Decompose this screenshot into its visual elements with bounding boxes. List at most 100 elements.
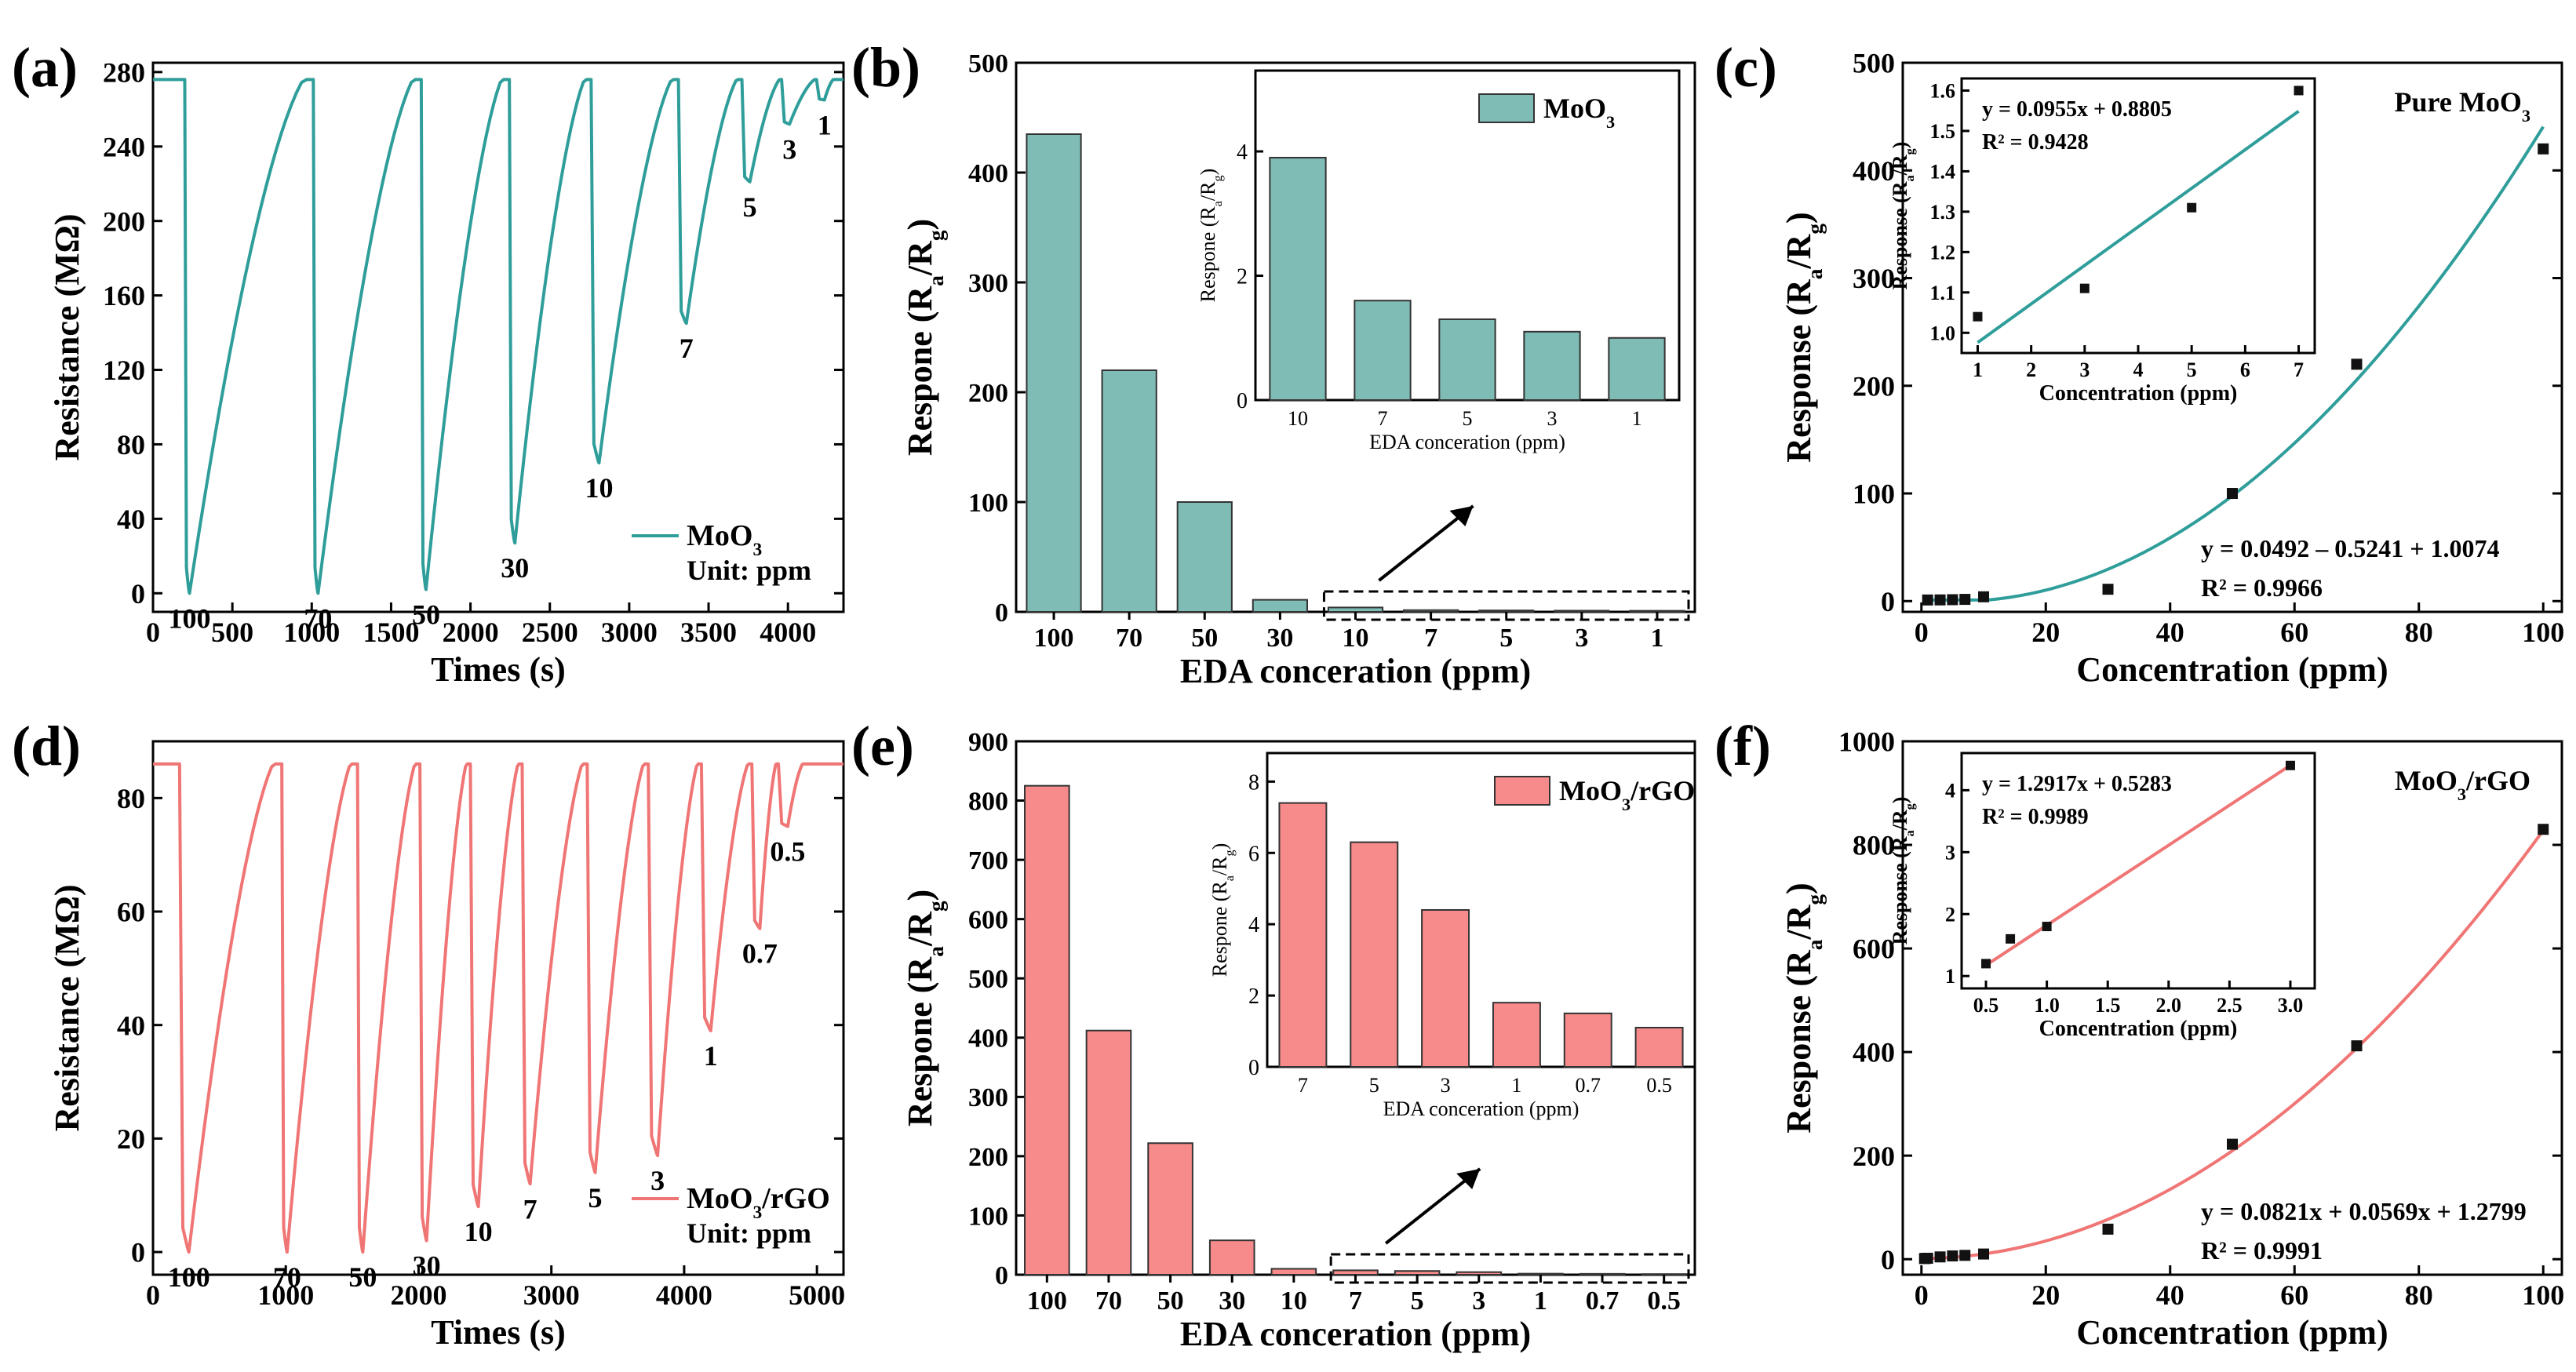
bar — [1208, 1239, 1255, 1276]
x-tick-label: 7 — [1349, 1286, 1362, 1316]
y-tick-label: 400 — [968, 1024, 1008, 1054]
bar — [1176, 501, 1233, 613]
pulse-label: 10 — [465, 1216, 493, 1247]
text-span: /R — [901, 911, 939, 947]
data-point — [1934, 1251, 1946, 1263]
text-span: a — [1223, 875, 1237, 881]
text-span: a — [1904, 175, 1917, 181]
axes-frame — [151, 61, 845, 613]
x-tick-label: 100 — [1027, 1286, 1067, 1316]
inset-x-tick-label: 3 — [2079, 358, 2090, 381]
bar — [1252, 599, 1308, 613]
text-span: ) — [1780, 883, 1818, 894]
inset-y-tick-label: 1.0 — [1930, 322, 1956, 344]
text-span: a — [1211, 201, 1225, 206]
y-tick-label: 0 — [995, 599, 1008, 628]
text-span: /rGO — [2465, 765, 2530, 796]
x-tick-label: 20 — [2031, 617, 2060, 648]
x-axis-title: Concentration (ppm) — [2076, 1313, 2388, 1352]
pulse-label: 10 — [585, 472, 613, 504]
legend-label: MoO3 — [1543, 93, 1615, 132]
inset-y-tick-label: 1.4 — [1930, 160, 1956, 183]
inset-x-tick-label: 1.5 — [2095, 994, 2121, 1017]
y-tick-label: 0 — [131, 1237, 145, 1268]
text-span: a — [1803, 268, 1827, 279]
inset-y-tick-label: 1.1 — [1930, 282, 1956, 304]
inset-x-tick-label: 2.5 — [2217, 994, 2243, 1017]
text-span: g — [924, 230, 948, 241]
x-tick-label: 100 — [2522, 1279, 2564, 1311]
y-tick-label: 200 — [968, 1143, 1008, 1172]
data-point — [1934, 594, 1946, 606]
y-tick-label: 900 — [968, 728, 1008, 757]
unit-label: Unit: ppm — [687, 1217, 811, 1249]
pulse-label: 0.5 — [770, 836, 805, 868]
text-span: (R — [1208, 881, 1231, 902]
inset-x-tick-label: 7 — [1378, 407, 1388, 430]
text-span: ) — [901, 890, 939, 901]
data-point — [1922, 1253, 1933, 1265]
y-tick-label: 300 — [968, 1083, 1008, 1112]
x-tick-label: 30 — [1266, 624, 1293, 653]
y-tick-label: 300 — [1853, 263, 1895, 294]
x-tick-label: 80 — [2405, 1279, 2433, 1311]
resistance-curve — [153, 78, 843, 595]
text-span: /R — [1889, 155, 1911, 176]
inset-x-tick-label: 7 — [1298, 1074, 1308, 1097]
text-span: 3 — [2522, 106, 2530, 126]
inset-y-tick-label: 4 — [1945, 779, 1955, 802]
inset-y-tick-label: 4 — [1248, 913, 1259, 937]
text-span: 3 — [752, 540, 762, 560]
inset-x-tick-label: 2 — [2026, 358, 2036, 381]
legend-swatch — [1494, 776, 1550, 806]
y-tick-label: 500 — [968, 49, 1008, 78]
inset-fit-line — [1984, 763, 2292, 967]
text-span: g — [924, 901, 948, 912]
bar — [1579, 1272, 1626, 1276]
bar — [1394, 1270, 1441, 1276]
y-tick-label: 60 — [117, 897, 145, 928]
inset-x-tick-label: 0.7 — [1576, 1074, 1601, 1097]
bar — [1456, 1271, 1503, 1276]
y-axis-title: Respone (Ra/Rg) — [901, 890, 948, 1126]
text-span: g — [1904, 148, 1917, 155]
inset-x-tick-label: 1 — [1973, 358, 1983, 381]
text-span: /rGO — [761, 1182, 830, 1215]
inset-x-tick-label: 0.5 — [1973, 994, 1999, 1017]
text-span: (R — [1780, 278, 1818, 316]
pulse-label: 100 — [168, 1261, 210, 1293]
text-span: Response — [1780, 316, 1818, 463]
panel-label: (e) — [851, 715, 914, 777]
inset-data-point — [1973, 311, 1983, 322]
text-span: a — [1904, 830, 1917, 836]
bar — [1629, 610, 1685, 613]
x-tick-label: 2000 — [390, 1279, 446, 1311]
inset-y-tick-label: 0 — [1248, 1056, 1259, 1080]
axes-frame — [151, 740, 845, 1276]
y-tick-label: 800 — [968, 787, 1008, 816]
legend-label: MoO3/rGO — [1559, 775, 1695, 814]
inset-x-axis-title: EDA conceration (ppm) — [1369, 431, 1565, 453]
inset-bar — [1438, 318, 1496, 402]
pulse-label: 3 — [650, 1165, 665, 1196]
inset-x-tick-label: 2.0 — [2156, 994, 2182, 1017]
inset-y-tick-label: 1 — [1945, 965, 1955, 988]
data-point — [2538, 824, 2549, 835]
y-tick-label: 400 — [968, 159, 1008, 188]
y-tick-label: 0 — [995, 1261, 1008, 1290]
x-axis-title: Concentration (ppm) — [2076, 650, 2388, 689]
text-span: /R — [1780, 233, 1818, 269]
text-span: Response — [1889, 203, 1911, 290]
x-axis-title: Times (s) — [431, 650, 566, 689]
pulse-label: 3 — [782, 133, 796, 165]
bar — [1085, 1029, 1132, 1276]
y-tick-label: 400 — [1853, 155, 1895, 187]
text-span: MoO — [687, 1182, 752, 1215]
data-point — [1947, 594, 1958, 606]
bar — [1327, 606, 1384, 613]
inset-x-tick-label: 6 — [2240, 358, 2250, 381]
data-point — [2351, 358, 2363, 370]
text-span: 3 — [752, 1203, 762, 1223]
x-tick-label: 5 — [1499, 624, 1513, 653]
text-span: Respone — [1197, 227, 1219, 302]
